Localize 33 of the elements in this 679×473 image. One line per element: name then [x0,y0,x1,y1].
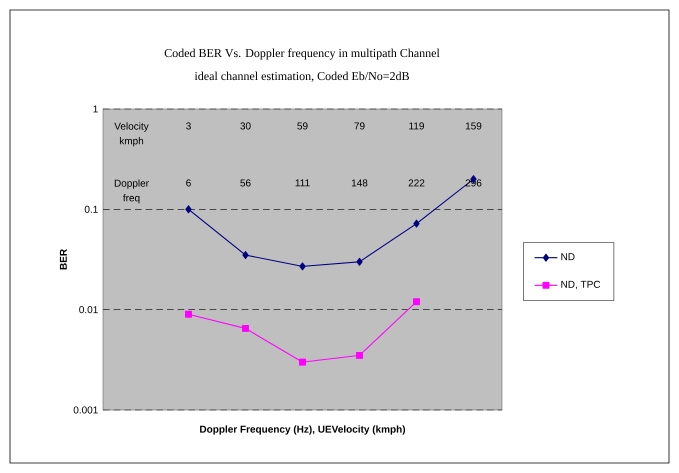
point [299,262,306,270]
y-axis-title: BER [60,249,67,270]
annotation: 56 [240,179,251,186]
annotation: 59 [297,122,308,130]
y-tick-label: 0.01 [79,306,98,314]
point [356,258,363,266]
annotation: 30 [240,122,251,130]
legend-label: ND, TPC [561,280,600,290]
text: Doppler freq [114,179,149,204]
point [413,298,420,306]
point [299,358,306,366]
point [242,251,249,260]
annotation: 3 [186,122,191,130]
legend-label: ND [561,253,575,260]
chart-title: Coded BER Vs. Doppler frequency in multipath Channel [164,48,440,60]
y-tick-label: 1 [93,106,98,112]
y-tick-label: 0.001 [74,406,98,414]
y-tick-label: 0.1 [84,206,98,213]
annotation: 111 [296,179,310,186]
annotation: 148 [352,179,368,186]
annotation: 79 [354,122,365,130]
chart-subtitle: ideal channel estimation, Coded Eb/No=2dB [194,72,409,82]
annotation: 6 [186,179,191,186]
annotation: 159 [466,122,482,130]
x-axis-title: Doppler Frequency (Hz), UEVelocity (kmph) [200,425,406,435]
text: Velocity kmph [114,122,149,146]
point [242,324,249,332]
annotation: 222 [408,179,424,186]
point [413,220,420,228]
point [185,205,192,214]
point [356,352,363,359]
annotation: 119 [409,122,424,130]
point [185,310,192,318]
